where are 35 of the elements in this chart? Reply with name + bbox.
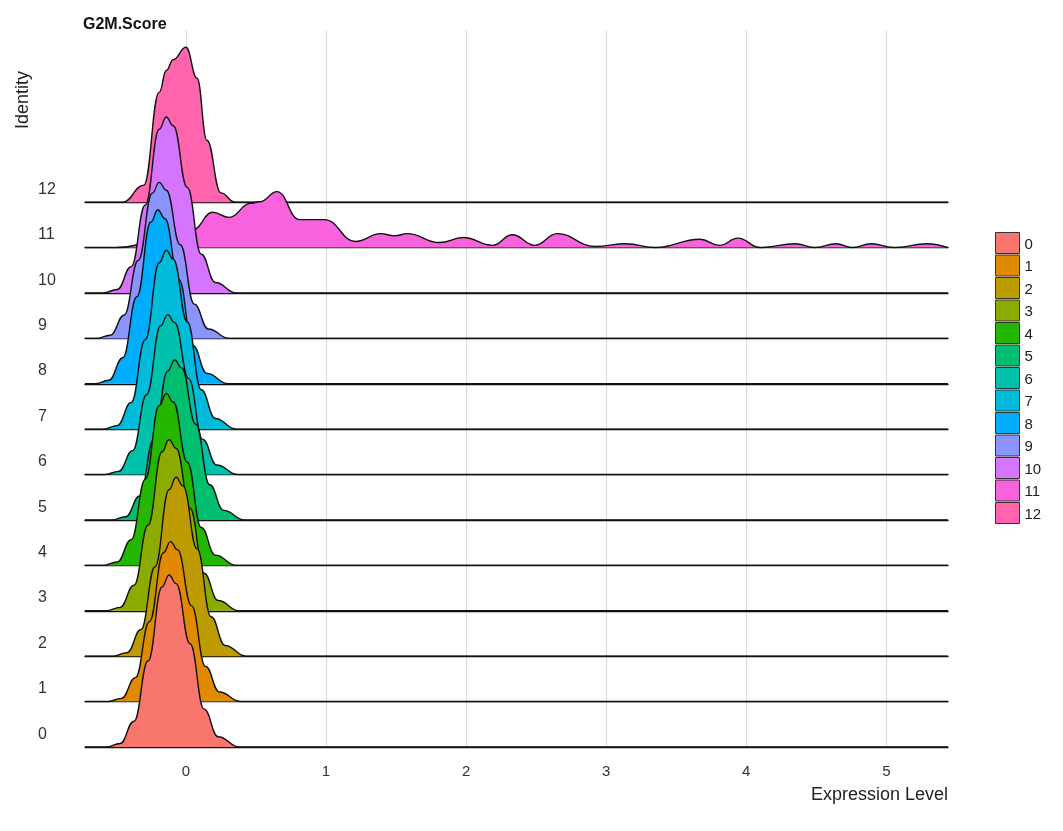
legend-label: 8 (1024, 414, 1033, 432)
x-tick-label: 5 (882, 762, 891, 779)
x-tick-label: 1 (321, 762, 331, 779)
legend-label: 7 (1024, 392, 1033, 409)
legend-label: 11 (1024, 482, 1041, 499)
y-axis-title: Identity (12, 70, 32, 130)
text: 1 (38, 679, 47, 697)
text: 3 (38, 588, 47, 606)
text: 6 (38, 452, 47, 470)
text: 10 (38, 270, 56, 288)
legend-label: 6 (1024, 369, 1033, 387)
text: 8 (38, 361, 47, 379)
legend-label: 2 (1024, 279, 1033, 297)
text: 2 (38, 633, 47, 651)
chart-title: G2M.Score (83, 14, 167, 32)
x-tick-label: 3 (601, 762, 611, 779)
legend-label: 12 (1024, 504, 1042, 522)
legend-label: 10 (1024, 459, 1042, 477)
legend-label: 3 (1024, 302, 1033, 319)
legend-label: 0 (1024, 234, 1033, 252)
legend-label: 5 (1024, 347, 1033, 364)
x-tick-label: 4 (742, 762, 751, 779)
x-tick-label: 0 (181, 762, 191, 779)
x-axis-title: Expression Level (810, 784, 948, 804)
text: 4 (38, 542, 47, 560)
text: 9 (38, 315, 47, 333)
text: 12 (38, 179, 56, 197)
text: 11 (38, 225, 55, 243)
legend-label: 4 (1024, 324, 1033, 342)
legend-label: 9 (1024, 437, 1033, 454)
legend-label: 1 (1024, 257, 1033, 274)
text: 7 (38, 406, 47, 424)
x-tick-label: 2 (461, 762, 471, 779)
text: 0 (38, 724, 47, 742)
text: 5 (38, 497, 47, 515)
